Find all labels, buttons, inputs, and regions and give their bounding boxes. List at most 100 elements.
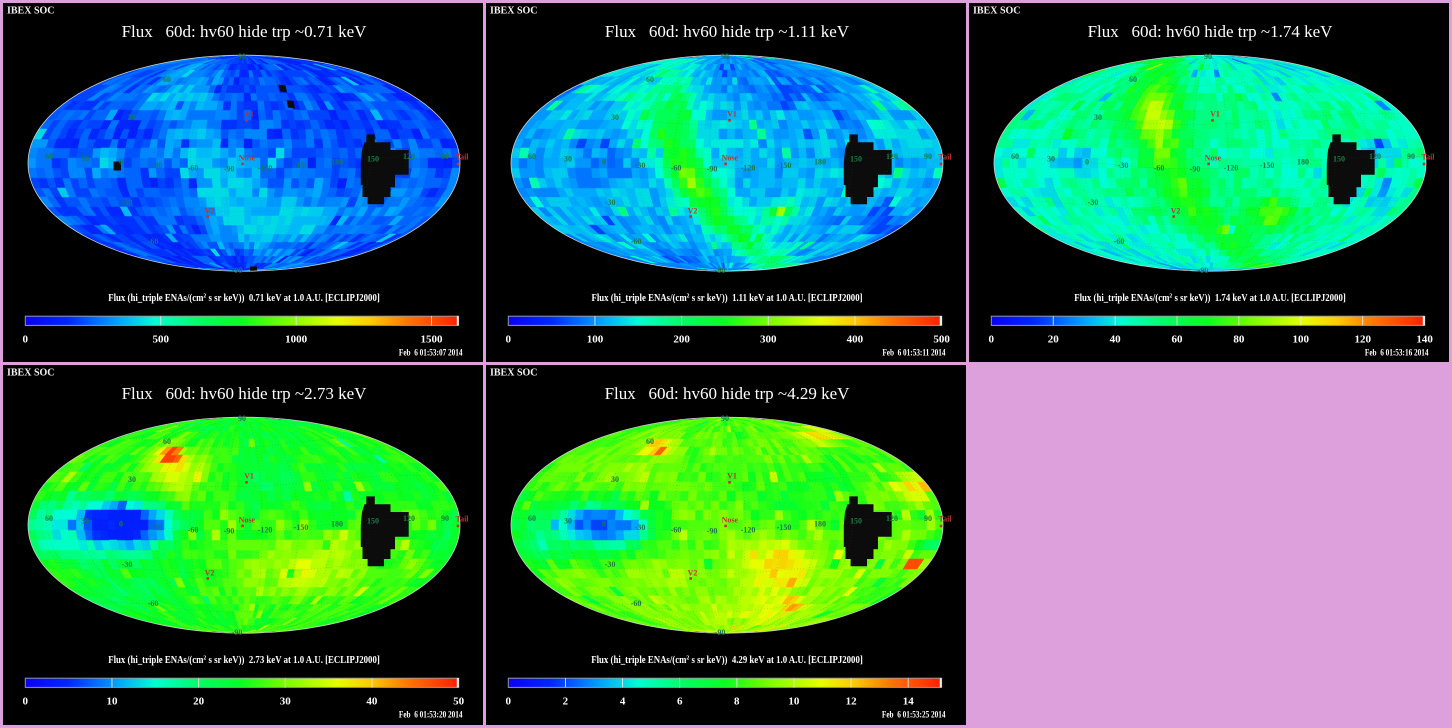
svg-text:90: 90	[721, 52, 729, 61]
svg-text:V2: V2	[688, 207, 698, 216]
svg-text:Feb 6 01:53:11 2014: Feb 6 01:53:11 2014	[882, 348, 946, 358]
svg-text:30: 30	[280, 696, 292, 708]
svg-text:150: 150	[367, 154, 379, 163]
svg-text:V2: V2	[205, 207, 215, 216]
svg-text:-30: -30	[635, 523, 646, 532]
svg-text:V2: V2	[688, 569, 698, 578]
svg-text:90: 90	[1204, 52, 1212, 61]
svg-text:Flux (hi_triple ENAs/(cm2 s sr: Flux (hi_triple ENAs/(cm2 s sr keV)) 4.2…	[591, 655, 863, 667]
svg-text:Tail: Tail	[455, 153, 469, 162]
svg-text:12: 12	[846, 696, 858, 708]
svg-text:30: 30	[611, 475, 619, 484]
svg-text:-150: -150	[777, 523, 792, 532]
svg-text:-120: -120	[258, 164, 273, 173]
svg-text:-150: -150	[294, 523, 309, 532]
svg-text:200: 200	[673, 334, 690, 346]
svg-text:120: 120	[886, 514, 898, 523]
svg-text:0: 0	[506, 334, 512, 346]
svg-text:90: 90	[924, 152, 932, 161]
svg-text:-90: -90	[707, 164, 718, 173]
svg-text:-150: -150	[1260, 161, 1275, 170]
svg-text:100: 100	[587, 334, 604, 346]
svg-text:500: 500	[933, 334, 950, 346]
svg-text:-60: -60	[1154, 164, 1165, 173]
svg-text:30: 30	[128, 113, 136, 122]
svg-text:-90: -90	[232, 628, 243, 637]
svg-text:180: 180	[1297, 158, 1309, 167]
svg-text:30: 30	[1047, 154, 1055, 163]
svg-text:-90: -90	[1190, 164, 1201, 173]
svg-text:-30: -30	[635, 161, 646, 170]
svg-text:IBEX SOC: IBEX SOC	[973, 6, 1021, 17]
svg-text:0: 0	[602, 520, 606, 529]
svg-text:120: 120	[403, 152, 415, 161]
svg-text:V1: V1	[244, 472, 254, 481]
svg-text:30: 30	[611, 113, 619, 122]
svg-text:80: 80	[1233, 334, 1245, 346]
svg-text:-120: -120	[258, 526, 273, 535]
svg-text:60: 60	[646, 75, 654, 84]
svg-text:10: 10	[107, 696, 119, 708]
svg-text:Flux 60d: hv60 hide trp ~1.7: Flux 60d: hv60 hide trp ~1.74 keV	[1088, 22, 1334, 41]
svg-text:Nose: Nose	[239, 153, 256, 162]
svg-text:Flux 60d: hv60 hide trp ~4.2: Flux 60d: hv60 hide trp ~4.29 keV	[605, 384, 851, 403]
svg-text:60: 60	[45, 514, 53, 523]
svg-text:-90: -90	[224, 164, 235, 173]
svg-text:120: 120	[1369, 152, 1381, 161]
svg-text:Feb 6 01:53:25 2014: Feb 6 01:53:25 2014	[882, 710, 946, 720]
svg-text:1500: 1500	[421, 334, 444, 346]
svg-text:Nose: Nose	[1205, 153, 1222, 162]
svg-text:V1: V1	[727, 472, 737, 481]
svg-text:60: 60	[163, 437, 171, 446]
svg-text:Flux (hi_triple ENAs/(cm2 s sr: Flux (hi_triple ENAs/(cm2 s sr keV)) 1.1…	[591, 293, 862, 305]
svg-text:60: 60	[1172, 334, 1184, 346]
svg-text:Feb 6 01:53:07 2014: Feb 6 01:53:07 2014	[399, 348, 463, 358]
svg-text:IBEX SOC: IBEX SOC	[7, 368, 55, 379]
svg-text:-30: -30	[605, 198, 616, 207]
svg-text:30: 30	[81, 516, 89, 525]
svg-text:-90: -90	[715, 628, 726, 637]
svg-text:-30: -30	[122, 198, 133, 207]
svg-text:40: 40	[366, 696, 378, 708]
svg-text:180: 180	[331, 158, 343, 167]
svg-text:400: 400	[847, 334, 864, 346]
svg-text:Flux 60d: hv60 hide trp ~0.7: Flux 60d: hv60 hide trp ~0.71 keV	[122, 22, 368, 41]
svg-text:150: 150	[1333, 154, 1345, 163]
svg-text:Nose: Nose	[239, 515, 256, 524]
svg-text:-120: -120	[1224, 164, 1239, 173]
svg-text:Flux (hi_triple ENAs/(cm2 s sr: Flux (hi_triple ENAs/(cm2 s sr keV)) 2.7…	[108, 655, 380, 667]
svg-text:30: 30	[81, 154, 89, 163]
svg-text:-90: -90	[1198, 266, 1209, 275]
svg-text:-60: -60	[188, 526, 199, 535]
svg-text:-150: -150	[777, 161, 792, 170]
svg-text:-120: -120	[741, 164, 756, 173]
svg-text:0: 0	[119, 158, 123, 167]
svg-text:0: 0	[989, 334, 995, 346]
svg-text:-30: -30	[1088, 198, 1099, 207]
svg-text:60: 60	[528, 514, 536, 523]
svg-text:120: 120	[403, 514, 415, 523]
svg-text:V1: V1	[727, 110, 737, 119]
svg-text:60: 60	[1011, 152, 1019, 161]
svg-text:50: 50	[453, 696, 465, 708]
svg-text:V2: V2	[205, 569, 215, 578]
svg-text:150: 150	[367, 516, 379, 525]
svg-text:100: 100	[1293, 334, 1310, 346]
svg-text:2: 2	[563, 696, 569, 708]
svg-text:-90: -90	[707, 526, 718, 535]
svg-text:-60: -60	[671, 164, 682, 173]
svg-text:8: 8	[734, 696, 740, 708]
svg-text:30: 30	[128, 475, 136, 484]
svg-text:90: 90	[721, 414, 729, 423]
svg-text:30: 30	[564, 154, 572, 163]
svg-text:-60: -60	[631, 237, 642, 246]
svg-text:Tail: Tail	[455, 515, 469, 524]
svg-text:Tail: Tail	[938, 153, 952, 162]
svg-text:V2: V2	[1171, 207, 1181, 216]
svg-text:-90: -90	[715, 266, 726, 275]
svg-text:-90: -90	[224, 526, 235, 535]
svg-text:90: 90	[924, 514, 932, 523]
svg-text:0: 0	[23, 696, 29, 708]
svg-text:150: 150	[850, 516, 862, 525]
svg-text:0: 0	[506, 696, 512, 708]
